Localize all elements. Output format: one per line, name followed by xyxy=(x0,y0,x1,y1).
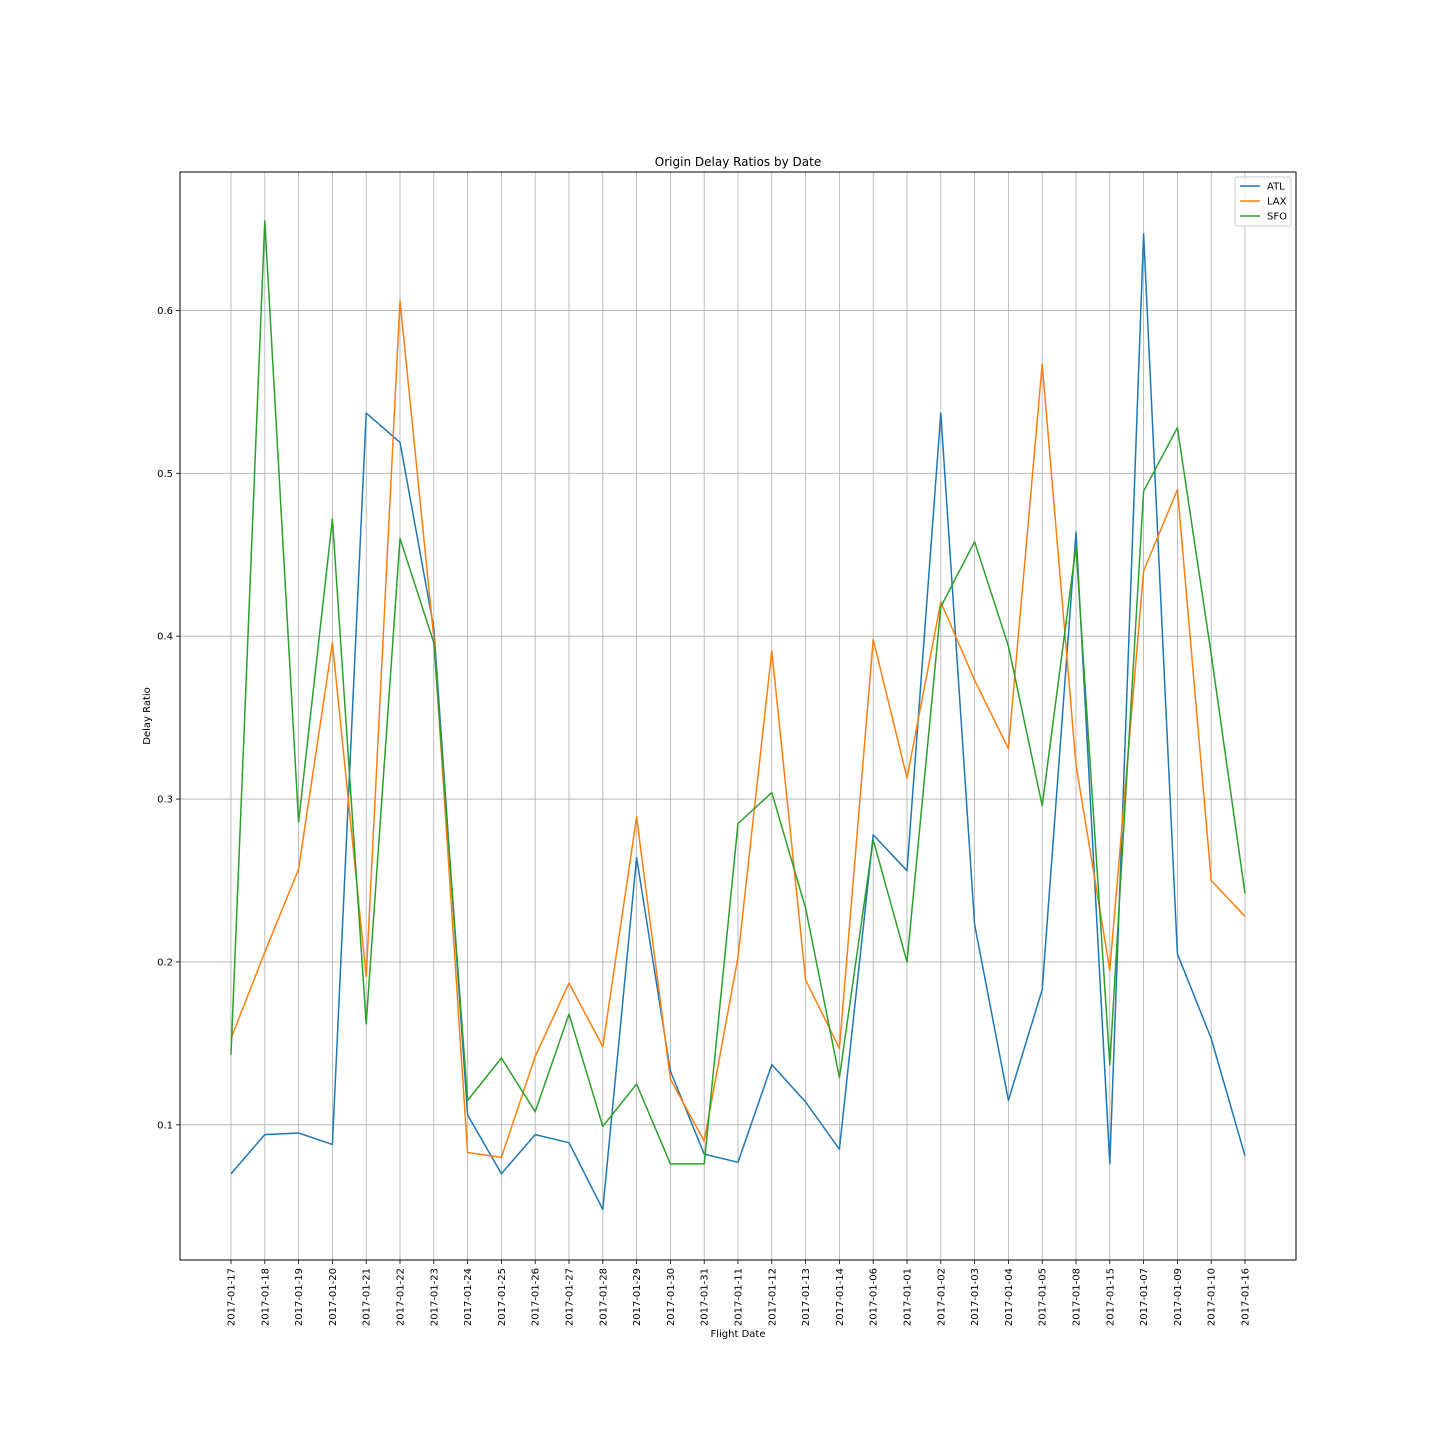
y-tick-label: 0.5 xyxy=(157,469,173,480)
x-tick-label: 2017-01-26 xyxy=(531,1268,542,1326)
x-tick-label: 2017-01-17 xyxy=(227,1268,238,1326)
x-tick-label: 2017-01-12 xyxy=(767,1268,778,1326)
series-line-atl xyxy=(230,233,1246,1211)
x-tick-label: 2017-01-16 xyxy=(1241,1268,1252,1326)
x-tick-label: 2017-01-18 xyxy=(260,1268,271,1326)
x-tick-label: 2017-01-02 xyxy=(936,1268,947,1326)
x-tick-label: 2017-01-30 xyxy=(666,1268,677,1326)
series-line-sfo xyxy=(230,220,1246,1165)
x-tick-label: 2017-01-14 xyxy=(835,1268,846,1326)
x-tick-label: 2017-01-15 xyxy=(1105,1268,1116,1326)
x-tick-label: 2017-01-29 xyxy=(632,1268,643,1326)
legend-label-sfo: SFO xyxy=(1267,212,1287,223)
y-tick-label: 0.2 xyxy=(157,957,173,968)
x-tick-label: 2017-01-01 xyxy=(903,1268,914,1326)
legend: ATL LAX SFO xyxy=(1234,176,1292,227)
x-tick-label: 2017-01-23 xyxy=(429,1268,440,1326)
x-tick-label: 2017-01-22 xyxy=(396,1268,407,1326)
y-tick-label: 0.3 xyxy=(157,795,173,806)
legend-box xyxy=(1234,176,1292,227)
series-line-lax xyxy=(230,299,1246,1159)
x-tick-label: 2017-01-19 xyxy=(294,1268,305,1326)
x-tick-label: 2017-01-31 xyxy=(700,1268,711,1326)
x-tick-label: 2017-01-06 xyxy=(869,1268,880,1326)
y-tick-label: 0.6 xyxy=(157,306,173,317)
x-tick-label: 2017-01-08 xyxy=(1072,1268,1083,1326)
x-tick-label: 2017-01-11 xyxy=(734,1268,745,1326)
x-tick-label: 2017-01-28 xyxy=(598,1268,609,1326)
x-tick-label: 2017-01-24 xyxy=(463,1268,474,1326)
legend-label-lax: LAX xyxy=(1267,197,1287,208)
x-axis-ticks: 2017-01-17 2017-01-18 2017-01-19 2017-01-20… xyxy=(227,1260,1252,1326)
y-tick-label: 0.4 xyxy=(157,632,173,643)
y-axis-ticks: 0.1 0.2 0.3 0.4 0.5 0.6 xyxy=(157,306,180,1131)
x-tick-label: 2017-01-09 xyxy=(1173,1268,1184,1326)
chart-title: Origin Delay Ratios by Date xyxy=(655,155,821,169)
x-tick-label: 2017-01-20 xyxy=(328,1268,339,1326)
x-axis-title: Flight Date xyxy=(711,1329,766,1340)
x-tick-label: 2017-01-04 xyxy=(1004,1268,1015,1326)
x-tick-label: 2017-01-21 xyxy=(362,1268,373,1326)
x-tick-label: 2017-01-03 xyxy=(970,1268,981,1326)
x-tick-label: 2017-01-27 xyxy=(565,1268,576,1326)
y-axis-title: Delay Ratio xyxy=(142,687,153,745)
legend-label-atl: ATL xyxy=(1267,182,1285,193)
x-tick-label: 2017-01-05 xyxy=(1038,1268,1049,1326)
x-tick-label: 2017-01-10 xyxy=(1207,1268,1218,1326)
series-lines xyxy=(230,220,1246,1211)
y-tick-label: 0.1 xyxy=(157,1120,173,1131)
plot-frame xyxy=(179,171,1297,1261)
x-tick-label: 2017-01-25 xyxy=(497,1268,508,1326)
x-tick-label: 2017-01-07 xyxy=(1139,1268,1150,1326)
x-tick-label: 2017-01-13 xyxy=(801,1268,812,1326)
